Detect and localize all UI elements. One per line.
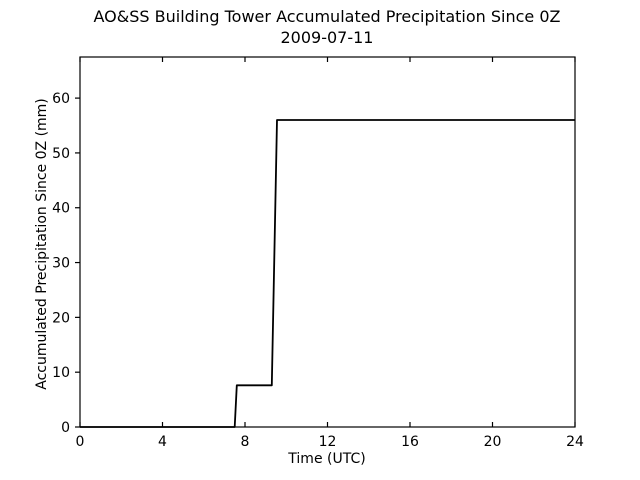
y-tick-label: 20 [52, 310, 70, 326]
y-axis-label: Accumulated Precipitation Since 0Z (mm) [34, 98, 50, 390]
x-tick-label: 16 [401, 434, 419, 450]
y-tick-label: 30 [52, 256, 70, 272]
x-tick-label: 20 [484, 434, 502, 450]
chart-subtitle: 2009-07-11 [281, 28, 374, 47]
precipitation-data-line [80, 119, 575, 428]
axes-spines [79, 56, 576, 428]
x-tick-label: 24 [566, 434, 584, 450]
y-tick-label: 0 [61, 420, 70, 436]
y-tick-label: 40 [52, 201, 70, 217]
x-tick-label: 8 [241, 434, 250, 450]
x-tick-label: 0 [76, 434, 85, 450]
axes-and-data-layer: 0 4 8 12 16 20 24 0 10 20 30 40 50 60 [52, 56, 584, 450]
y-tick-label: 50 [52, 146, 70, 162]
x-axis-label: Time (UTC) [287, 451, 365, 467]
x-tick-label: 4 [158, 434, 167, 450]
chart-title: AO&SS Building Tower Accumulated Precipi… [94, 7, 561, 26]
y-tick-label: 10 [52, 365, 70, 381]
y-tick-label: 60 [52, 91, 70, 107]
x-tick-label: 12 [319, 434, 337, 450]
